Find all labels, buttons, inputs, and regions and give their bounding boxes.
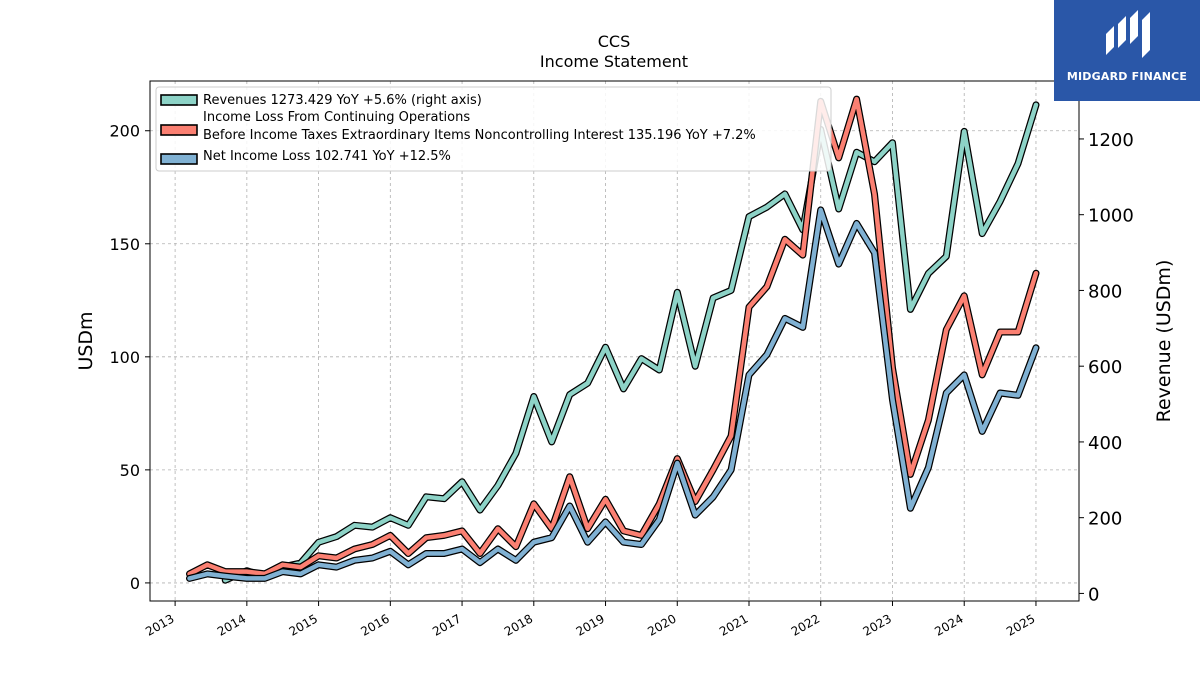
y-tick-label: 50 <box>120 461 140 480</box>
series-line-2 <box>187 207 1039 581</box>
legend-swatch-0 <box>160 94 198 106</box>
x-tick-label: 2023 <box>861 611 894 638</box>
legend-label-2: Net Income Loss 102.741 YoY +12.5% <box>203 149 451 164</box>
y-tick-label: 0 <box>130 574 140 593</box>
y-right-tick-label: 1000 <box>1088 206 1134 227</box>
series-line-0 <box>223 102 1039 583</box>
y-right-tick-label: 0 <box>1088 584 1099 605</box>
y-right-tick-label: 400 <box>1088 433 1122 454</box>
x-tick-label: 2015 <box>287 611 320 638</box>
x-tick-label: 2025 <box>1004 611 1037 638</box>
y-axis-label: USDm <box>75 311 97 370</box>
legend-swatch-1 <box>160 124 198 136</box>
legend-label-1: Income Loss From Continuing Operations <box>203 110 470 125</box>
logo-text: MIDGARD FINANCE <box>1066 70 1188 83</box>
y-tick-label: 150 <box>109 235 140 254</box>
legend-box <box>155 86 832 172</box>
legend-swatch-2 <box>160 153 198 165</box>
plot-frame <box>149 80 1080 602</box>
y-right-tick-label: 200 <box>1088 509 1122 530</box>
x-tick-label: 2014 <box>215 611 248 638</box>
x-tick-label: 2021 <box>717 611 750 638</box>
chart-title: CCS <box>598 32 631 51</box>
x-tick-label: 2013 <box>143 611 176 638</box>
y-right-tick-label: 800 <box>1088 281 1122 302</box>
x-tick-label: 2016 <box>358 611 391 638</box>
x-tick-label: 2018 <box>502 611 535 638</box>
x-tick-label: 2020 <box>645 611 678 638</box>
legend-label-1: Before Income Taxes Extraordinary Items … <box>203 128 756 143</box>
x-tick-label: 2024 <box>932 611 965 638</box>
y-right-tick-label: 1200 <box>1088 130 1134 151</box>
x-tick-label: 2022 <box>789 611 822 638</box>
series-line-1 <box>187 96 1039 577</box>
y-tick-label: 100 <box>109 348 140 367</box>
legend-label-0: Revenues 1273.429 YoY +5.6% (right axis) <box>203 93 482 108</box>
y-axis-label-right: Revenue (USDm) <box>1153 260 1175 423</box>
series-outline-0 <box>221 101 1040 584</box>
logo-mark-icon <box>1106 10 1150 58</box>
midgard-finance-logo: MIDGARD FINANCE <box>1054 0 1200 101</box>
legend: Revenues 1273.429 YoY +5.6% (right axis)… <box>155 86 832 172</box>
x-tick-label: 2019 <box>574 611 607 638</box>
chart-subtitle: Income Statement <box>540 52 688 71</box>
series-lines <box>186 95 1040 584</box>
y-tick-label: 200 <box>109 122 140 141</box>
x-tick-label: 2017 <box>430 611 463 638</box>
y-right-tick-label: 600 <box>1088 357 1122 378</box>
